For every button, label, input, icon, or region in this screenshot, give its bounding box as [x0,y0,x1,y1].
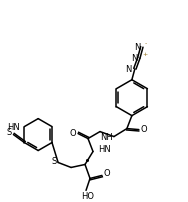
Text: S: S [52,157,57,166]
Text: HN: HN [98,145,111,154]
Text: O: O [140,125,147,134]
Text: -: - [145,41,147,46]
Text: O: O [70,129,76,138]
Text: HO: HO [82,192,95,201]
Text: S: S [7,128,12,137]
Text: N: N [134,43,141,52]
Text: N: N [126,65,132,74]
Text: +: + [142,52,147,57]
Text: HN: HN [7,123,19,132]
Text: NH: NH [100,133,113,142]
Text: N: N [131,54,138,63]
Text: O: O [104,169,110,178]
